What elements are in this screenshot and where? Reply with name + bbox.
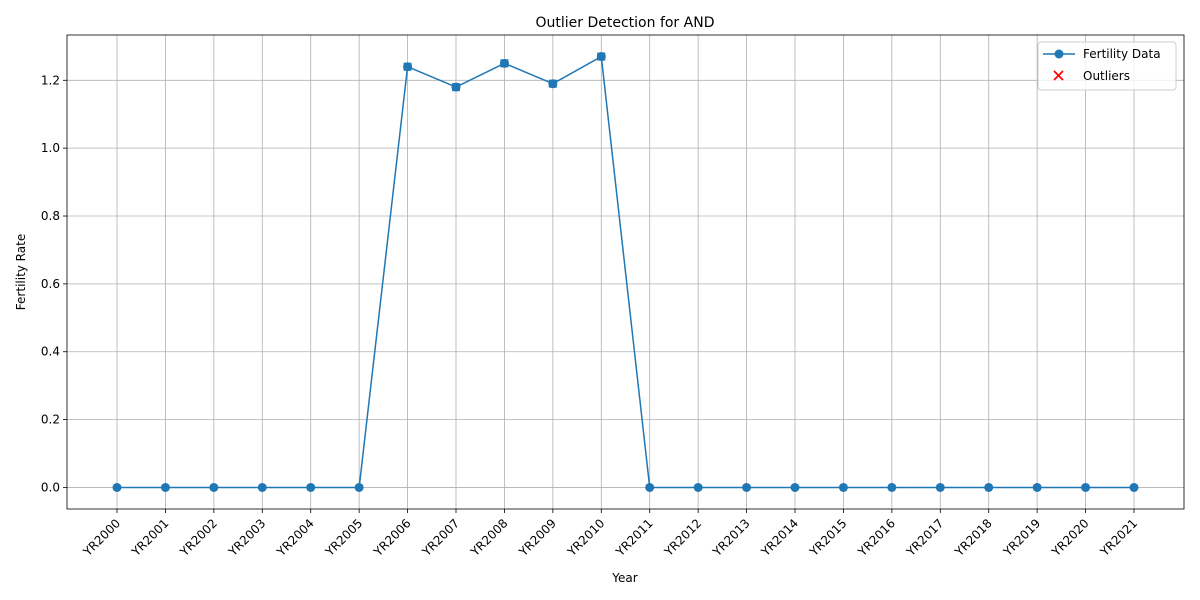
legend: Fertility Data Outliers [1037,41,1177,91]
y-tick-label: 0.6 [41,277,60,291]
highlight-marker [500,59,509,68]
grid [67,35,1184,509]
data-point [112,482,122,492]
data-point [693,482,703,492]
legend-label-fertility: Fertility Data [1083,47,1161,61]
y-tick-label: 0.2 [41,413,60,427]
data-point [742,482,752,492]
data-point [354,482,364,492]
legend-x-marker [1053,70,1064,81]
series-line [117,55,1134,489]
y-axis-label: Fertility Rate [14,234,28,310]
y-tick-label: 0.4 [41,345,60,359]
data-point [1032,482,1042,492]
data-point [984,482,994,492]
legend-circle-marker [1054,49,1064,59]
data-point [838,482,848,492]
series-layer [112,52,1139,492]
data-point [209,482,219,492]
y-tick-label: 1.2 [41,73,60,87]
data-point [645,482,655,492]
data-point [306,482,316,492]
data-point [257,482,267,492]
data-point [160,482,170,492]
data-point [790,482,800,492]
x-axis-label: Year [611,571,637,585]
highlight-marker [452,83,460,92]
y-tick-label: 0.0 [41,480,60,494]
data-point [1129,482,1139,492]
data-point [887,482,897,492]
legend-label-outliers: Outliers [1083,69,1130,83]
plot-frame [66,34,1185,510]
chart-title: Outlier Detection for AND [536,15,715,31]
data-point [935,482,945,492]
y-tick-label: 1.0 [41,141,60,155]
highlight-marker [403,62,412,71]
highlight-marker [548,79,557,88]
y-tick-label: 0.8 [41,209,60,223]
data-point [1081,482,1091,492]
y-axis: 0.0 0.2 0.4 0.6 0.8 1.0 1.2 [41,73,67,494]
highlight-marker [597,52,606,61]
